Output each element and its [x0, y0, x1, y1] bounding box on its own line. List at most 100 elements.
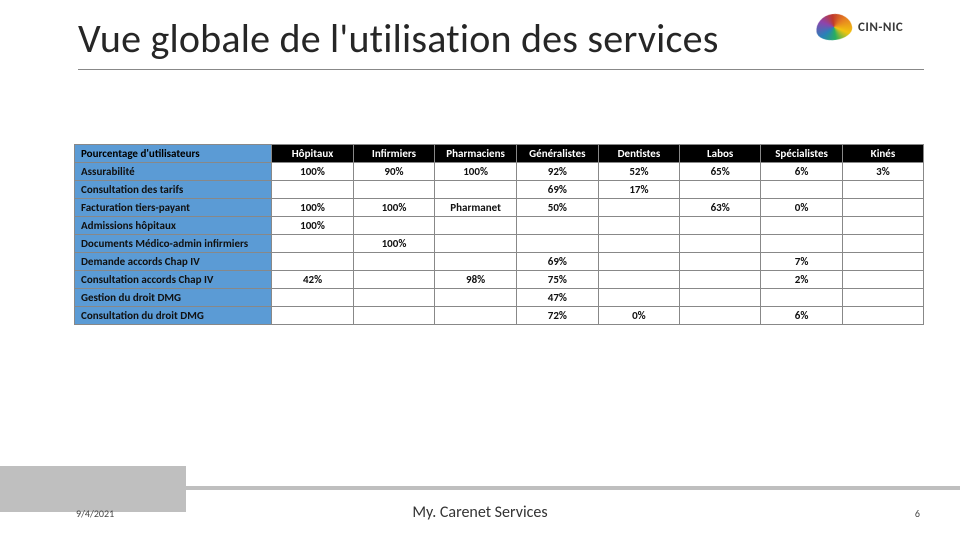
table-cell: [435, 289, 517, 307]
table-cell: 52%: [598, 163, 679, 181]
table-cell: 100%: [272, 199, 353, 217]
usage-table: Pourcentage d'utilisateurs Hôpitaux Infi…: [74, 144, 924, 325]
row-label: Demande accords Chap IV: [75, 253, 272, 271]
table-cell: [761, 181, 843, 199]
table-cell: 6%: [761, 307, 843, 325]
table-cell: [842, 253, 923, 271]
table-cell: 50%: [516, 199, 598, 217]
table-cell: [598, 271, 679, 289]
table-cell: [842, 271, 923, 289]
table-cell: [353, 289, 434, 307]
table-cell: 100%: [272, 217, 353, 235]
table-cell: [842, 235, 923, 253]
col-specialistes: Spécialistes: [761, 145, 843, 163]
table-cell: 100%: [272, 163, 353, 181]
table-cell: [680, 181, 761, 199]
table-row: Facturation tiers-payant100%100%Pharmane…: [75, 199, 924, 217]
table-cell: 100%: [353, 235, 434, 253]
table-cell: 0%: [761, 199, 843, 217]
table-cell: [598, 199, 679, 217]
table-cell: [435, 307, 517, 325]
table-cell: 2%: [761, 271, 843, 289]
col-generalistes: Généralistes: [516, 145, 598, 163]
table-cell: [272, 307, 353, 325]
table-cell: [516, 235, 598, 253]
table-cell: 42%: [272, 271, 353, 289]
table-cell: [680, 253, 761, 271]
table-cell: [435, 181, 517, 199]
col-infirmiers: Infirmiers: [353, 145, 434, 163]
row-label: Consultation accords Chap IV: [75, 271, 272, 289]
table-cell: [598, 217, 679, 235]
table-cell: [842, 199, 923, 217]
table-cell: 90%: [353, 163, 434, 181]
table-cell: 92%: [516, 163, 598, 181]
slide: CIN-NIC Vue globale de l'utilisation des…: [0, 0, 960, 540]
table-cell: [680, 271, 761, 289]
table-cell: [680, 217, 761, 235]
table-cell: 7%: [761, 253, 843, 271]
table-cell: [842, 289, 923, 307]
table-cell: [680, 307, 761, 325]
table-cell: [272, 235, 353, 253]
table-cell: Pharmanet: [435, 199, 517, 217]
table-cell: 100%: [353, 199, 434, 217]
table-row: Assurabilité100%90%100%92%52%65%6%3%: [75, 163, 924, 181]
table-cell: 0%: [598, 307, 679, 325]
table-cell: 75%: [516, 271, 598, 289]
table-cell: [353, 307, 434, 325]
table-cell: 17%: [598, 181, 679, 199]
table-cell: 6%: [761, 163, 843, 181]
table-cell: [842, 181, 923, 199]
table-cell: [598, 235, 679, 253]
row-label: Consultation des tarifs: [75, 181, 272, 199]
row-label: Facturation tiers-payant: [75, 199, 272, 217]
table-cell: [353, 271, 434, 289]
table-cell: [761, 289, 843, 307]
usage-table-wrap: Pourcentage d'utilisateurs Hôpitaux Infi…: [74, 144, 924, 325]
table-cell: [516, 217, 598, 235]
row-label: Admissions hôpitaux: [75, 217, 272, 235]
page-title: Vue globale de l'utilisation des service…: [78, 14, 924, 63]
table-cell: 69%: [516, 181, 598, 199]
table-cell: [272, 181, 353, 199]
table-row: Consultation du droit DMG72%0%6%: [75, 307, 924, 325]
table-row: Consultation accords Chap IV42% 98%75% 2%: [75, 271, 924, 289]
table-row: Consultation des tarifs 69%17%: [75, 181, 924, 199]
table-cell: 65%: [680, 163, 761, 181]
table-cell: [761, 217, 843, 235]
title-underline: [78, 69, 924, 70]
table-row: Demande accords Chap IV 69% 7%: [75, 253, 924, 271]
page-number: 6: [915, 507, 920, 520]
table-cell: [272, 289, 353, 307]
table-cell: [842, 307, 923, 325]
table-cell: 72%: [516, 307, 598, 325]
col-dentistes: Dentistes: [598, 145, 679, 163]
table-cell: 98%: [435, 271, 517, 289]
table-row: Documents Médico-admin infirmiers100%: [75, 235, 924, 253]
table-cell: [842, 217, 923, 235]
col-hopitaux: Hôpitaux: [272, 145, 353, 163]
table-cell: [598, 289, 679, 307]
table-cell: [353, 181, 434, 199]
table-cell: [680, 235, 761, 253]
col-kines: Kinés: [842, 145, 923, 163]
table-cell: 3%: [842, 163, 923, 181]
table-cell: 100%: [435, 163, 517, 181]
table-cell: [353, 253, 434, 271]
table-cell: [272, 253, 353, 271]
table-cell: 47%: [516, 289, 598, 307]
table-cell: [598, 253, 679, 271]
table-cell: [680, 289, 761, 307]
footer-title: My. Carenet Services: [0, 503, 960, 522]
row-label: Assurabilité: [75, 163, 272, 181]
table-cell: 63%: [680, 199, 761, 217]
table-row: Admissions hôpitaux100%: [75, 217, 924, 235]
table-cell: [761, 235, 843, 253]
title-area: Vue globale de l'utilisation des service…: [78, 14, 924, 70]
table-cell: [435, 217, 517, 235]
table-row: Gestion du droit DMG47%: [75, 289, 924, 307]
table-cell: [435, 235, 517, 253]
table-cell: 69%: [516, 253, 598, 271]
col-pharmaciens: Pharmaciens: [435, 145, 517, 163]
